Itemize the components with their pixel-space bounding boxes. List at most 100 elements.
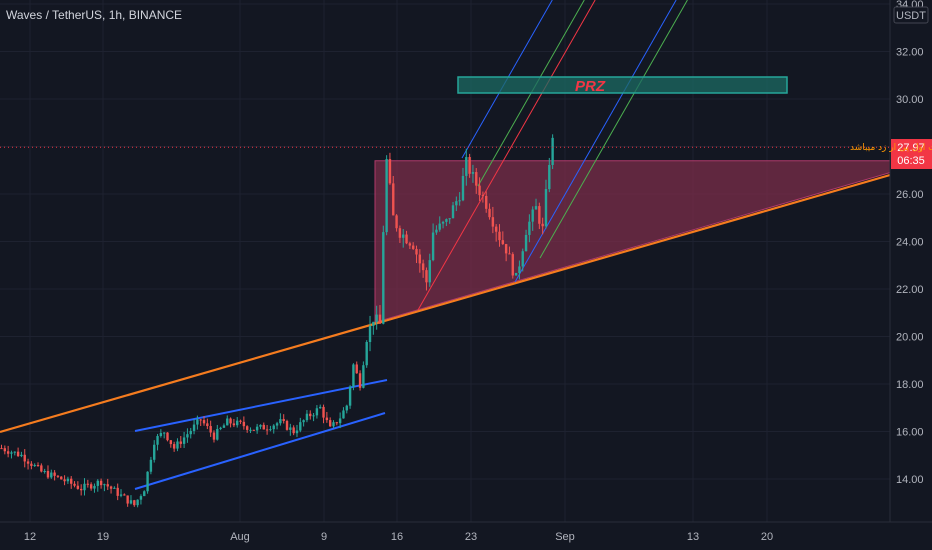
candle-body [89,484,93,489]
candle-body [372,321,375,326]
candle-body [162,432,166,434]
candle-body [392,183,395,216]
candle-body [76,485,80,489]
price-tick-label: 26.00 [896,189,924,201]
channel-upper-line[interactable] [134,379,388,432]
candle-body [169,440,173,445]
candle-body [159,433,163,437]
candle-body [86,483,90,485]
candle-body [348,386,352,406]
candle-body [143,491,146,497]
candle-body [431,232,435,261]
candle-body [239,420,242,422]
candle-body [352,364,355,387]
candle-body [508,253,511,255]
candle-body [362,365,365,388]
candle-body [378,314,382,324]
price-axis-panel[interactable] [890,0,932,522]
candle-body [126,495,129,504]
candle-body [282,419,285,421]
candle-body [186,434,189,438]
price-tick-label: 22.00 [896,284,924,296]
candle-body [445,219,448,222]
candle-body [332,422,335,427]
candle-body [96,480,99,486]
candle-body [541,223,544,227]
price-tick-label: 24.00 [896,237,924,249]
candle-series [0,134,554,508]
time-tick-label: 19 [97,531,109,543]
candle-body [275,423,279,426]
candle-body [63,479,66,482]
candle-body [458,200,461,202]
candle-body [494,226,498,232]
candle-body [116,487,119,496]
candle-body [172,444,176,449]
candle-body [40,465,43,472]
candle-body [375,314,378,322]
candle-body [139,496,143,500]
candle-body [113,487,116,489]
fork-lower-line[interactable] [514,0,677,283]
candle-body [262,424,265,430]
candle-body [465,157,468,176]
candle-body [73,483,76,486]
candle-body [451,205,455,219]
candle-body [106,484,109,487]
candle-body [66,478,70,482]
candle-body [279,419,282,424]
current-price-label: 27.97 [897,142,925,154]
candle-body [206,423,209,427]
candle-body [491,217,495,227]
fork-median-line[interactable] [417,0,596,311]
unit-badge-box[interactable] [893,6,929,24]
candle-body [236,420,239,426]
candle-body [229,418,232,424]
ascending-trendline[interactable] [0,173,891,434]
candle-body [538,206,541,224]
candle-body [319,406,322,409]
candle-body [355,364,358,374]
candle-body [10,452,13,454]
candle-body [289,427,292,430]
candle-body [36,465,40,467]
candle-body [305,413,309,421]
candle-body [425,270,428,283]
candle-body [156,436,159,445]
candle-body [551,137,554,165]
candle-body [428,260,431,283]
price-tick-label: 14.00 [896,474,924,486]
unit-badge: USDT [896,10,926,22]
candle-body [133,500,136,506]
candle-body [70,478,73,484]
candle-body [504,244,508,254]
candle-body [468,157,471,174]
candle-body [30,463,33,466]
candle-body [285,420,289,430]
candle-body [222,425,226,428]
candle-body [119,494,123,496]
candle-body [179,441,182,444]
candle-body [498,231,501,241]
candle-body [265,429,269,431]
candle-body [358,373,362,388]
price-tick-label: 20.00 [896,332,924,344]
price-tick-label: 34.00 [896,0,924,11]
price-tick-label: 18.00 [896,379,924,391]
candle-body [408,243,412,246]
candle-body [182,437,186,444]
time-axis-panel[interactable] [0,522,932,550]
candle-body [50,472,53,478]
candle-body [202,420,206,424]
fork-inner-lower-line[interactable] [539,0,688,259]
candle-body [13,451,16,453]
channel-lower-line[interactable] [134,412,386,490]
candle-body [196,419,199,425]
price-tick-label: 32.00 [896,47,924,59]
candle-body [192,424,196,431]
candle-body [368,325,372,343]
candle-body [109,486,113,489]
candle-body [345,405,348,411]
prz-zone[interactable] [457,76,788,94]
